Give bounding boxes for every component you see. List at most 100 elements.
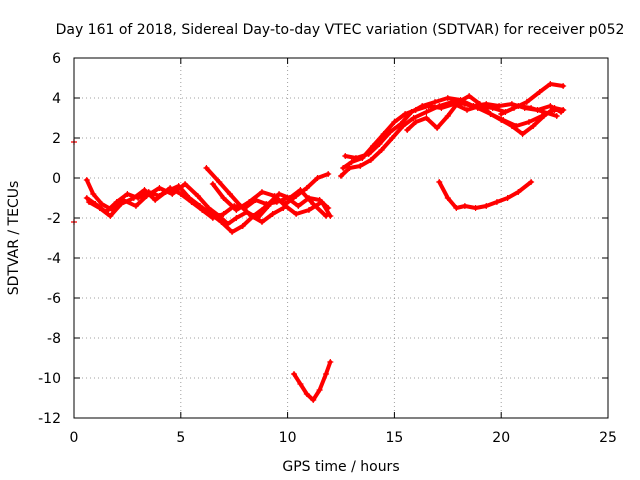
data-point: [218, 219, 225, 225]
x-tick-label: 0: [70, 430, 79, 446]
data-point: [367, 157, 374, 163]
data-point: [261, 205, 268, 211]
series-arc-5: [209, 181, 334, 219]
data-point: [508, 101, 515, 107]
plot-frame: [73, 57, 609, 419]
data-point: [487, 111, 494, 117]
data-point: [314, 175, 321, 181]
data-point: [444, 95, 451, 101]
data-point: [162, 189, 169, 195]
x-tick-label: 15: [385, 430, 403, 446]
chart-title: Day 161 of 2018, Sidereal Day-to-day VTE…: [56, 22, 625, 38]
data-point: [498, 111, 505, 117]
data-point: [346, 165, 353, 171]
data-point: [397, 121, 404, 127]
data-point: [271, 193, 278, 199]
data-point: [412, 119, 419, 125]
data-point: [323, 371, 330, 377]
data-point: [203, 165, 210, 171]
data-point: [248, 213, 255, 219]
data-point: [525, 119, 532, 125]
data-point: [540, 113, 547, 119]
data-point: [419, 103, 426, 109]
data-point: [408, 109, 415, 115]
data-point: [560, 83, 567, 89]
data-point: [316, 387, 323, 393]
y-tick-label: -8: [47, 331, 61, 347]
data-point: [305, 207, 312, 213]
data-point: [378, 147, 385, 153]
data-point: [276, 191, 283, 197]
grid-lines: [74, 58, 608, 418]
data-point: [229, 229, 236, 235]
data-point: [431, 99, 438, 105]
series-arc-10: [404, 93, 567, 137]
data-point: [547, 103, 554, 109]
data-point: [511, 105, 518, 111]
data-point: [508, 123, 515, 129]
series-arc-4: [203, 165, 287, 225]
data-point: [496, 103, 503, 109]
data-point: [156, 185, 163, 191]
data-point: [297, 381, 304, 387]
data-point: [293, 193, 300, 199]
data-point: [325, 171, 332, 177]
data-point: [493, 199, 500, 205]
data-point: [124, 191, 131, 197]
data-point: [389, 135, 396, 141]
data-point: [209, 181, 216, 187]
series-line: [292, 360, 333, 402]
data-point: [258, 219, 265, 225]
data-point: [83, 177, 90, 183]
series-line: [204, 166, 286, 224]
data-point: [327, 359, 334, 365]
data-point: [96, 205, 103, 211]
series-arc-3: [85, 171, 332, 235]
data-point: [444, 195, 451, 201]
y-tick-label: 4: [52, 91, 61, 107]
data-point: [348, 159, 355, 165]
data-point: [553, 113, 560, 119]
data-point: [338, 173, 344, 179]
data-point: [528, 179, 535, 185]
data-point: [186, 195, 193, 201]
data-point: [483, 203, 490, 209]
x-tick-label: 20: [492, 430, 510, 446]
data-point: [132, 203, 139, 209]
x-tick-labels: 0 5 10 15 20 25: [70, 430, 617, 446]
data-point: [269, 211, 276, 217]
data-point: [239, 223, 246, 229]
series-arc-9: [342, 95, 565, 161]
data-point: [152, 197, 159, 203]
data-point: [291, 371, 298, 377]
data-point: [423, 115, 430, 121]
data-point: [169, 191, 176, 197]
series-arc-12: [436, 179, 535, 211]
y-tick-label: -10: [38, 371, 61, 387]
y-tick-label: -12: [38, 411, 61, 427]
y-tick-label: 6: [52, 51, 61, 67]
data-point: [207, 211, 214, 217]
data-point: [220, 195, 227, 201]
data-point: [182, 181, 189, 187]
data-point: [436, 103, 443, 109]
data-point: [141, 187, 148, 193]
x-tick-label: 10: [279, 430, 297, 446]
data-point: [226, 191, 233, 197]
data-point: [197, 203, 204, 209]
data-point: [130, 195, 137, 201]
data-point: [476, 101, 483, 107]
y-tick-label: -6: [47, 291, 61, 307]
data-point: [483, 101, 490, 107]
data-point: [246, 199, 253, 205]
series-line: [405, 94, 566, 136]
data-point: [521, 105, 528, 111]
data-point: [342, 153, 349, 159]
data-point: [464, 107, 471, 113]
x-axis-label: GPS time / hours: [282, 459, 399, 475]
data-point: [282, 203, 289, 209]
data-point: [434, 125, 441, 131]
data-point: [387, 129, 394, 135]
data-point: [177, 191, 184, 197]
